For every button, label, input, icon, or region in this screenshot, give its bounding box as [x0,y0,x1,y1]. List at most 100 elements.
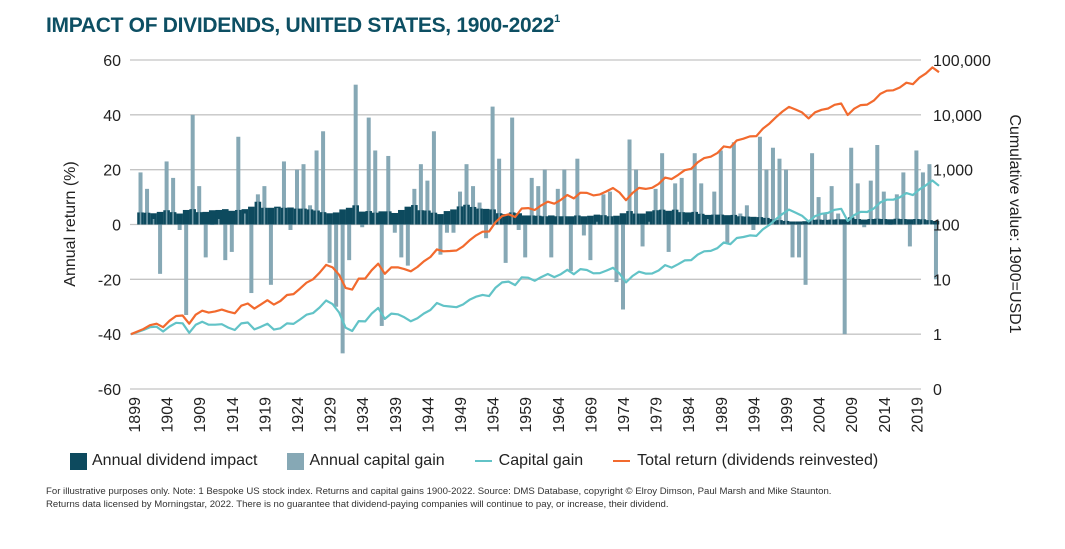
dividend-impact-segment [339,209,346,225]
dividend-impact-segment [613,215,620,225]
bar-separator [700,213,703,225]
capital-gain-bar [634,169,639,225]
capital-gain-bar [601,194,606,225]
bar-separator [296,208,298,225]
y2-tick-label: 10 [933,272,951,289]
x-tick-label: 1909 [192,397,209,433]
dividend-impact-segment [515,213,522,225]
x-tick-label: 1939 [388,397,405,433]
dividend-impact-segment [580,216,588,225]
bar-separator [628,211,631,225]
capital-gain-bar [894,194,899,225]
capital-gain-bar [875,144,880,225]
dividend-impact-segment [802,221,809,225]
footnote-line-2: Returns data licensed by Morningstar, 20… [46,499,669,510]
capital-gain-bar [190,114,195,225]
bar-separator [759,217,761,225]
bar-separator [146,212,148,225]
bar-separator [680,212,683,225]
capital-gain-bar [249,224,254,294]
capital-gain-bar [914,150,919,225]
capital-gain-bar [347,224,352,261]
capital-gain-bar [712,191,717,225]
bar-separator [824,219,826,225]
legend-label: Total return (dividends reinvested) [637,452,879,469]
capital-gain-bar [236,136,241,225]
bar-separator [302,208,305,225]
capital-gain-bar [471,186,476,225]
capital-gain-bar [803,224,808,285]
dividend-impact-segment [450,209,457,225]
capital-gain-bar [868,180,873,225]
bar-separator [478,208,481,225]
capital-gain-bar [816,197,821,225]
bar-separator [413,205,416,225]
x-tick-label: 2004 [812,397,829,433]
dividend-impact-segment [221,209,229,225]
dividend-impact-segment [287,207,294,225]
dividend-impact-segment [326,213,333,225]
dividend-impact-segment [398,209,405,225]
dividend-impact-segment [437,214,444,225]
bar-separator [837,219,839,225]
bar-separator [687,221,689,225]
capital-gain-bar [405,224,410,266]
capital-gain-bar [536,186,541,225]
dividend-impact-segment [593,214,601,225]
bar-separator [778,220,781,225]
legend-swatch-dividend-impact [70,452,87,470]
capital-gain-bar [314,150,319,225]
dividend-impact-segment [391,212,399,225]
dividend-impact-segment [156,211,164,225]
capital-gain-bar [881,191,886,225]
bar-separator [765,217,768,225]
dividend-impact-segment [795,221,803,225]
bar-separator [654,210,657,225]
capital-gain-bar [731,142,736,225]
bar-separator [309,209,311,225]
capital-gain-bar [901,172,906,225]
x-tick-label: 1984 [681,397,698,433]
capital-gain-bar [340,224,345,354]
capital-gain-bar [810,153,815,225]
bar-separator [563,216,566,225]
x-tick-label: 2014 [877,397,894,433]
bar-separator [433,212,435,225]
capital-gain-bar [268,224,273,285]
y2-tick-label: 100,000 [933,53,991,70]
bar-separator [850,217,852,225]
x-tick-label: 1949 [453,397,470,433]
bar-separator [276,208,279,225]
x-axis-ticks: 1899 1904 1909 1914 1919 1924 1929 1934 1939 1944… [127,397,926,433]
capital-gain-bar [444,224,449,233]
dividend-impact-segment [860,219,868,225]
capital-gain-bar [353,84,358,225]
bar-separator [139,212,142,225]
capital-gain-bar [855,183,860,225]
dividend-impact-segment [378,211,386,225]
bar-separator [693,211,696,225]
bar-separator [648,221,650,225]
legend: Annual dividend impact Annual capital ga… [70,452,908,470]
capital-gain-bar [497,158,502,225]
dividend-impact-segment [443,211,451,225]
bar-separator [198,212,200,225]
legend-label: Annual capital gain [309,452,445,469]
x-tick-label: 1919 [257,397,274,433]
capital-gain-bar [757,136,762,225]
legend-label: Capital gain [498,452,584,469]
bar-separator [283,207,285,225]
capital-gain-bar [464,164,469,225]
bar-separator [706,219,709,225]
x-tick-label: 1969 [583,397,600,433]
capital-gain-bar [751,224,756,230]
capital-gain-bar [438,224,443,255]
x-tick-label: 1974 [616,397,633,433]
left-axis-ticks: 60 40 20 0 -20 -40 -60 [98,53,121,399]
bar-separator [244,213,246,225]
capital-gain-bar [158,224,163,274]
y2-tick-label: 1,000 [933,163,973,180]
chart-title-text: IMPACT OF DIVIDENDS, UNITED STATES, 1900… [46,14,555,37]
bar-separator [661,209,663,225]
capital-gain-bar [262,186,267,225]
